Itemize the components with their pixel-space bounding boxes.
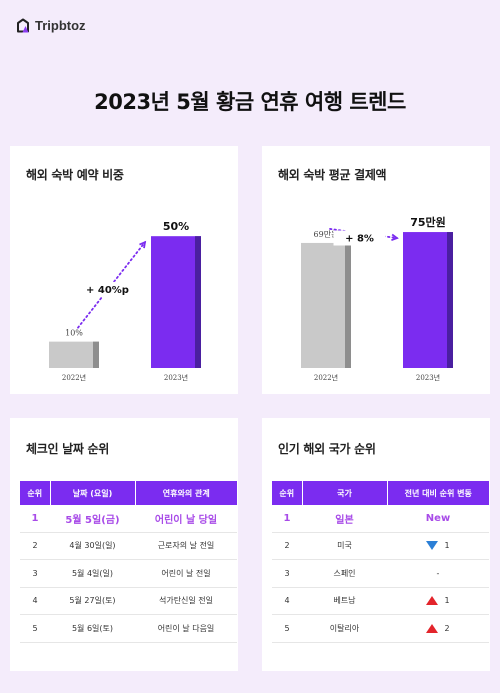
- rank-up-icon: [426, 623, 439, 633]
- rank-cell: 5: [272, 614, 302, 643]
- table-row: 3 스페인 -: [272, 559, 489, 588]
- data-label: 75만원: [410, 215, 446, 229]
- x-tick-label: 2022년: [314, 373, 338, 382]
- country-cell: 베트남: [302, 587, 387, 615]
- relation-cell: 근로자의 날 전일: [135, 532, 237, 560]
- card-title: 체크인 날짜 순위: [26, 442, 109, 456]
- change-value: -: [436, 568, 440, 578]
- change-value: New: [425, 512, 451, 524]
- country-rank-card: 인기 해외 국가 순위 순위 국가 전년 대비 순위 변동 1 일본 New 2…: [262, 418, 490, 671]
- date-cell: 5월 4일(일): [50, 559, 135, 588]
- rank-cell: 2: [272, 532, 302, 560]
- table-row: 1 일본 New: [272, 505, 489, 533]
- relation-cell: 어린이 날 다음일: [135, 614, 237, 643]
- table-row: 4 5월 27일(토) 석가탄신일 전일: [20, 587, 237, 615]
- column-header: 국가: [302, 481, 388, 505]
- checkin-rank-card: 체크인 날짜 순위 순위 날짜 (요일) 연휴와의 관계 1 5월 5일(금) …: [10, 418, 238, 671]
- date-cell: 5월 5일(금): [50, 505, 135, 533]
- change-label-bg: [81, 281, 134, 297]
- rank-cell: 4: [272, 587, 302, 615]
- date-cell: 5월 6일(토): [50, 614, 135, 643]
- table-row: 3 5월 4일(일) 어린이 날 전일: [20, 559, 237, 588]
- card-title: 해외 숙박 평균 결제액: [278, 168, 387, 182]
- date-cell: 5월 27일(토): [50, 587, 135, 615]
- country-cell: 미국: [302, 532, 387, 560]
- rank-cell: 3: [20, 559, 50, 588]
- table-row: 1 5월 5일(금) 어린이 날 당일: [20, 505, 237, 533]
- bar-shade: [195, 236, 201, 368]
- booking-share-card: 해외 숙박 예약 비중 10% 2022년 50% 2023년 + 40%p: [10, 146, 238, 394]
- column-header: 날짜 (요일): [50, 481, 136, 505]
- bar: [151, 236, 201, 368]
- table-row: 2 4월 30일(일) 근로자의 날 전일: [20, 532, 237, 560]
- change-label-bg: [333, 230, 386, 246]
- bar: [403, 232, 453, 368]
- booking-share-chart: 10% 2022년 50% 2023년 + 40%p: [49, 220, 201, 382]
- bar: [49, 341, 99, 368]
- country-cell: 이탈리아: [302, 614, 387, 643]
- x-tick-label: 2023년: [164, 373, 188, 382]
- change-cell: -: [387, 559, 489, 588]
- card-title: 해외 숙박 예약 비중: [26, 168, 124, 182]
- x-tick-label: 2023년: [416, 373, 440, 382]
- data-label: 69만원: [314, 230, 339, 239]
- brand-name: Tripbtoz: [35, 18, 86, 33]
- change-cell: 1: [387, 532, 489, 560]
- country-rank-table: 순위 국가 전년 대비 순위 변동 1 일본 New 2 미국 1 3 스페인 …: [272, 481, 489, 643]
- avg-payment-chart: 69만원 2022년 75만원 2023년 + 8%: [301, 215, 453, 382]
- trend-arrow-head: [391, 233, 399, 242]
- bar-shade: [345, 242, 351, 368]
- trend-arrow-head: [139, 240, 147, 249]
- brand-logo: Tripbtoz: [16, 18, 86, 33]
- relation-cell: 석가탄신일 전일: [135, 587, 237, 615]
- rank-cell: 4: [20, 587, 50, 615]
- column-header: 연휴와의 관계: [135, 481, 237, 505]
- bar-shade: [447, 232, 453, 368]
- date-cell: 4월 30일(일): [50, 532, 135, 560]
- change-cell: 2: [387, 614, 489, 643]
- table-row: 5 이탈리아 2: [272, 614, 489, 643]
- data-label: 50%: [163, 220, 189, 233]
- table-row: 2 미국 1: [272, 532, 489, 560]
- change-value: 2: [444, 623, 450, 633]
- change-label: + 8%: [345, 234, 374, 245]
- rank-cell: 5: [20, 614, 50, 643]
- rank-down-icon: [426, 541, 439, 551]
- table-header-row: 순위 날짜 (요일) 연휴와의 관계: [20, 481, 237, 505]
- data-label: 10%: [65, 329, 83, 338]
- column-header: 전년 대비 순위 변동: [387, 481, 489, 505]
- rank-cell: 1: [20, 505, 50, 533]
- rank-cell: 2: [20, 532, 50, 560]
- table-header-row: 순위 국가 전년 대비 순위 변동: [272, 481, 489, 505]
- bar: [301, 242, 351, 368]
- x-tick-label: 2022년: [62, 373, 86, 382]
- avg-payment-card: 해외 숙박 평균 결제액 69만원 2022년 75만원 2023년 + 8%: [262, 146, 490, 394]
- rank-up-icon: [426, 596, 439, 606]
- change-cell: 1: [387, 587, 489, 615]
- table-row: 5 5월 6일(토) 어린이 날 다음일: [20, 614, 237, 643]
- change-value: 1: [444, 541, 450, 551]
- rank-cell: 1: [272, 505, 302, 533]
- change-value: 1: [444, 596, 450, 606]
- country-cell: 일본: [302, 505, 387, 533]
- rank-cell: 3: [272, 559, 302, 588]
- column-header: 순위: [272, 481, 303, 505]
- table-row: 4 베트남 1: [272, 587, 489, 615]
- card-title: 인기 해외 국가 순위: [278, 442, 376, 456]
- checkin-rank-table: 순위 날짜 (요일) 연휴와의 관계 1 5월 5일(금) 어린이 날 당일 2…: [20, 481, 237, 643]
- relation-cell: 어린이 날 전일: [135, 559, 237, 588]
- column-header: 순위: [20, 481, 51, 505]
- page-title: 2023년 5월 황금 연휴 여행 트렌드: [94, 90, 406, 114]
- bar-shade: [93, 341, 99, 368]
- change-cell: New: [387, 505, 489, 533]
- change-label: + 40%p: [86, 285, 129, 296]
- country-cell: 스페인: [302, 559, 387, 588]
- logo-icon: [17, 18, 29, 33]
- relation-cell: 어린이 날 당일: [135, 505, 237, 533]
